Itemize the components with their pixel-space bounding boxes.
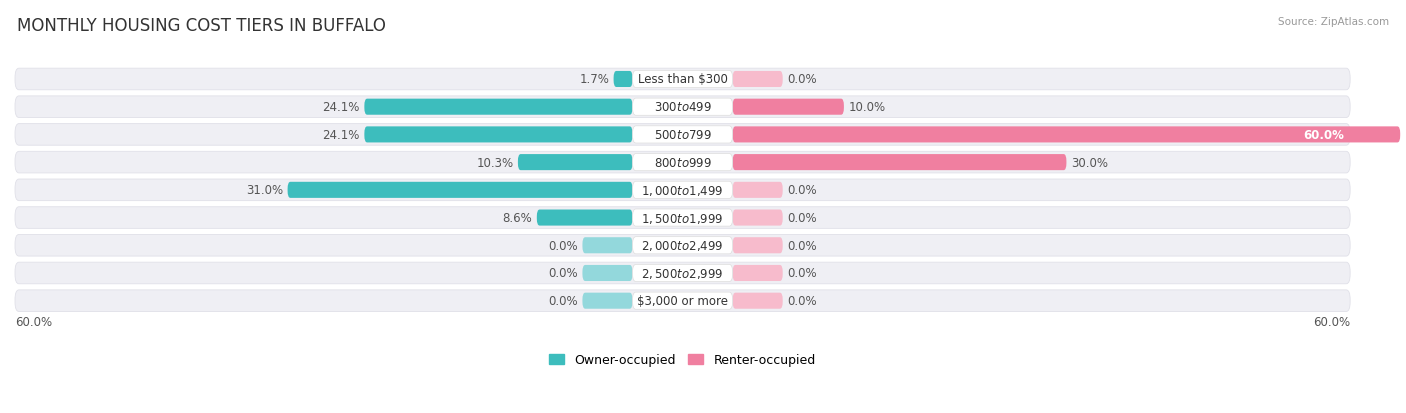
FancyBboxPatch shape xyxy=(15,263,1350,284)
FancyBboxPatch shape xyxy=(537,210,633,226)
FancyBboxPatch shape xyxy=(15,207,1350,229)
Text: 0.0%: 0.0% xyxy=(787,211,817,225)
FancyBboxPatch shape xyxy=(633,237,733,254)
Text: $2,000 to $2,499: $2,000 to $2,499 xyxy=(641,239,724,253)
FancyBboxPatch shape xyxy=(733,72,783,88)
Text: Source: ZipAtlas.com: Source: ZipAtlas.com xyxy=(1278,17,1389,26)
FancyBboxPatch shape xyxy=(633,292,733,309)
Text: Less than $300: Less than $300 xyxy=(638,73,727,86)
FancyBboxPatch shape xyxy=(633,209,733,227)
Text: $500 to $799: $500 to $799 xyxy=(654,128,711,142)
Text: 1.7%: 1.7% xyxy=(579,73,609,86)
Text: 24.1%: 24.1% xyxy=(322,128,360,142)
Text: 10.0%: 10.0% xyxy=(848,101,886,114)
FancyBboxPatch shape xyxy=(613,72,633,88)
FancyBboxPatch shape xyxy=(15,290,1350,312)
Legend: Owner-occupied, Renter-occupied: Owner-occupied, Renter-occupied xyxy=(550,354,815,367)
Text: $2,500 to $2,999: $2,500 to $2,999 xyxy=(641,266,724,280)
Text: 0.0%: 0.0% xyxy=(548,267,578,280)
Text: 10.3%: 10.3% xyxy=(477,156,513,169)
Text: $800 to $999: $800 to $999 xyxy=(654,156,711,169)
FancyBboxPatch shape xyxy=(15,180,1350,201)
FancyBboxPatch shape xyxy=(733,293,783,309)
FancyBboxPatch shape xyxy=(733,127,1400,143)
Text: 0.0%: 0.0% xyxy=(787,239,817,252)
FancyBboxPatch shape xyxy=(364,127,633,143)
FancyBboxPatch shape xyxy=(15,152,1350,173)
Text: 60.0%: 60.0% xyxy=(15,315,52,328)
FancyBboxPatch shape xyxy=(733,237,783,254)
Text: 30.0%: 30.0% xyxy=(1071,156,1108,169)
FancyBboxPatch shape xyxy=(288,183,633,198)
FancyBboxPatch shape xyxy=(582,293,633,309)
Text: MONTHLY HOUSING COST TIERS IN BUFFALO: MONTHLY HOUSING COST TIERS IN BUFFALO xyxy=(17,17,385,34)
FancyBboxPatch shape xyxy=(633,154,733,171)
FancyBboxPatch shape xyxy=(633,182,733,199)
Text: 0.0%: 0.0% xyxy=(787,267,817,280)
Text: $1,000 to $1,499: $1,000 to $1,499 xyxy=(641,183,724,197)
FancyBboxPatch shape xyxy=(733,155,1066,171)
Text: 0.0%: 0.0% xyxy=(787,294,817,307)
FancyBboxPatch shape xyxy=(733,183,783,198)
FancyBboxPatch shape xyxy=(733,210,783,226)
FancyBboxPatch shape xyxy=(15,124,1350,146)
FancyBboxPatch shape xyxy=(733,265,783,281)
Text: 0.0%: 0.0% xyxy=(787,73,817,86)
FancyBboxPatch shape xyxy=(633,265,733,282)
FancyBboxPatch shape xyxy=(633,99,733,116)
Text: $1,500 to $1,999: $1,500 to $1,999 xyxy=(641,211,724,225)
FancyBboxPatch shape xyxy=(733,100,844,116)
Text: 0.0%: 0.0% xyxy=(548,239,578,252)
Text: 60.0%: 60.0% xyxy=(1303,128,1344,142)
Text: 60.0%: 60.0% xyxy=(1313,315,1350,328)
FancyBboxPatch shape xyxy=(633,71,733,88)
Text: $3,000 or more: $3,000 or more xyxy=(637,294,728,307)
FancyBboxPatch shape xyxy=(517,155,633,171)
FancyBboxPatch shape xyxy=(364,100,633,116)
FancyBboxPatch shape xyxy=(582,265,633,281)
Text: 0.0%: 0.0% xyxy=(787,184,817,197)
FancyBboxPatch shape xyxy=(15,97,1350,118)
FancyBboxPatch shape xyxy=(15,235,1350,256)
Text: 24.1%: 24.1% xyxy=(322,101,360,114)
FancyBboxPatch shape xyxy=(582,237,633,254)
Text: 0.0%: 0.0% xyxy=(548,294,578,307)
FancyBboxPatch shape xyxy=(633,126,733,144)
Text: 31.0%: 31.0% xyxy=(246,184,283,197)
Text: $300 to $499: $300 to $499 xyxy=(654,101,711,114)
Text: 8.6%: 8.6% xyxy=(502,211,533,225)
FancyBboxPatch shape xyxy=(15,69,1350,90)
